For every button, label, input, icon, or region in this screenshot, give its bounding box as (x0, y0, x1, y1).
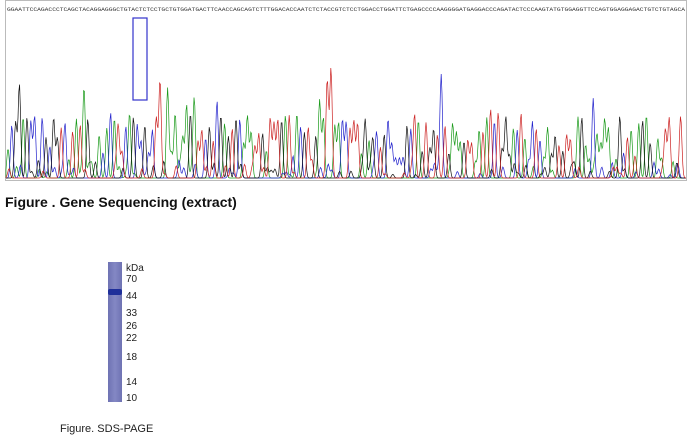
protein-band (108, 289, 122, 295)
marker-label: 44 (126, 291, 138, 302)
highlight-box (132, 17, 148, 101)
gel-caption: Figure. SDS-PAGE (60, 423, 154, 435)
sequencing-caption: Figure . Gene Sequencing (extract) (5, 194, 237, 210)
chromatogram: GGAATTCCAGACCCTCAGCTACAGGAGGGCTGTACTCTCC… (5, 0, 687, 181)
marker-label: 18 (126, 352, 138, 363)
marker-label: 22 (126, 333, 138, 344)
gel-lane (108, 262, 122, 402)
marker-label: 33 (126, 308, 138, 319)
trace (5, 67, 687, 179)
sequence-text: GGAATTCCAGACCCTCAGCTACAGGAGGGCTGTACTCTCC… (7, 7, 686, 13)
peak-traces (5, 67, 687, 179)
marker-label: 10 (126, 393, 138, 404)
unit-label: kDa (126, 263, 144, 274)
marker-label: 70 (126, 274, 138, 285)
marker-label: 26 (126, 321, 138, 332)
trace (6, 84, 686, 179)
marker-label: 14 (126, 377, 138, 388)
